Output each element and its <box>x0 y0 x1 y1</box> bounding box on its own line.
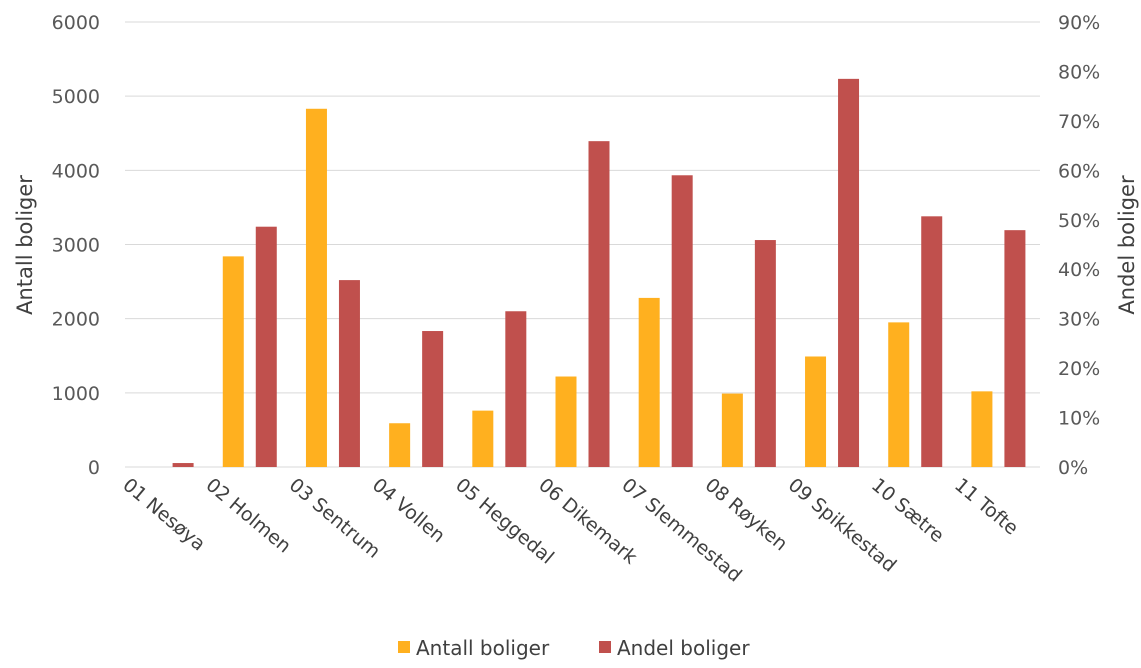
right-tick-label: 30% <box>1058 309 1100 331</box>
legend-swatch <box>599 641 611 653</box>
legend: Antall boliger Andel boliger <box>398 636 750 660</box>
right-axis-title: Andel boliger <box>1115 175 1139 315</box>
bar-andel <box>1004 230 1026 467</box>
bar-andel <box>422 331 444 467</box>
bar-antall <box>472 410 494 467</box>
legend-label: Antall boliger <box>416 636 550 660</box>
left-tick-label: 1000 <box>52 383 100 405</box>
right-tick-label: 0% <box>1058 457 1088 479</box>
bar-andel <box>671 175 693 467</box>
right-tick-label: 20% <box>1058 358 1100 380</box>
right-tick-label: 10% <box>1058 408 1100 430</box>
category-label: 11 Tofte <box>950 474 1022 540</box>
category-label: 02 Holmen <box>202 474 296 557</box>
bar-antall <box>555 376 577 467</box>
left-tick-label: 4000 <box>52 160 100 182</box>
right-tick-label: 70% <box>1058 111 1100 133</box>
bar-andel <box>838 78 860 467</box>
category-label: 04 Vollen <box>368 474 449 547</box>
bar-antall <box>721 393 743 467</box>
left-tick-label: 2000 <box>52 309 100 331</box>
bar-antall <box>805 356 827 467</box>
bar-andel <box>754 240 776 467</box>
left-tick-label: 0 <box>88 457 100 479</box>
gridlines <box>125 21 1040 468</box>
left-tick-label: 3000 <box>52 235 100 257</box>
bar-andel <box>338 280 360 467</box>
bar-antall <box>389 423 411 467</box>
bar-antall <box>888 322 910 467</box>
left-tick-label: 6000 <box>52 12 100 34</box>
bar-antall <box>222 256 244 467</box>
bars <box>172 78 1026 468</box>
right-tick-label: 50% <box>1058 210 1100 232</box>
category-label: 01 Nesøya <box>118 474 209 555</box>
bar-andel <box>588 141 610 467</box>
right-tick-label: 90% <box>1058 12 1100 34</box>
bar-andel <box>505 311 527 467</box>
legend-swatch <box>398 641 410 653</box>
category-label: 10 Sætre <box>867 474 948 547</box>
right-tick-label: 60% <box>1058 160 1100 182</box>
bar-antall <box>305 108 327 468</box>
bar-andel <box>921 216 943 467</box>
bar-andel <box>172 463 194 467</box>
right-tick-label: 40% <box>1058 259 1100 281</box>
bar-andel <box>255 226 277 467</box>
bar-antall <box>971 391 993 467</box>
left-axis-title: Antall boliger <box>13 175 37 315</box>
category-label: 03 Sentrum <box>285 474 385 563</box>
left-tick-label: 5000 <box>52 86 100 108</box>
left-axis-ticks: 0 1000 2000 3000 4000 5000 6000 <box>52 12 100 479</box>
right-tick-label: 80% <box>1058 61 1100 83</box>
bar-antall <box>638 297 660 467</box>
legend-label: Andel boliger <box>617 636 750 660</box>
right-axis-ticks: 0% 10% 20% 30% 40% 50% 60% 70% 80% 90% <box>1058 12 1100 479</box>
